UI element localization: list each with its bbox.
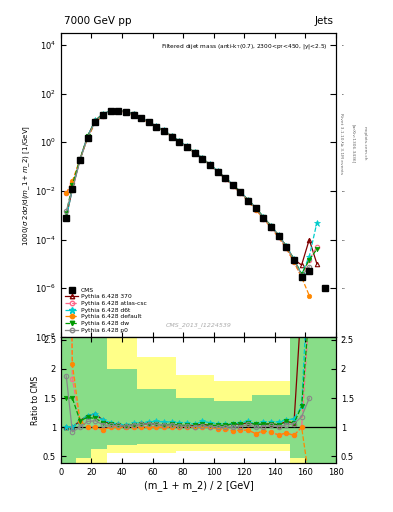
Text: CMS_2013_I1224539: CMS_2013_I1224539 bbox=[165, 322, 231, 328]
Text: Jets: Jets bbox=[314, 16, 333, 26]
Y-axis label: $1000/\sigma\ 2\mathrm{d}\sigma/\mathrm{d}(m\_1 + m\_2)\ [1/\mathrm{GeV}]$: $1000/\sigma\ 2\mathrm{d}\sigma/\mathrm{… bbox=[22, 124, 32, 246]
X-axis label: (m_1 + m_2) / 2 [GeV]: (m_1 + m_2) / 2 [GeV] bbox=[143, 480, 253, 491]
Text: Rivet 3.1.10, ≥ 3.1M events: Rivet 3.1.10, ≥ 3.1M events bbox=[339, 113, 343, 174]
Text: 7000 GeV pp: 7000 GeV pp bbox=[64, 16, 131, 26]
Text: mcplots.cern.ch: mcplots.cern.ch bbox=[362, 126, 366, 161]
Legend: CMS, Pythia 6.428 370, Pythia 6.428 atlas-csc, Pythia 6.428 d6t, Pythia 6.428 de: CMS, Pythia 6.428 370, Pythia 6.428 atla… bbox=[64, 286, 148, 334]
Text: Filtered dijet mass (anti-k$_\mathrm{T}$(0.7), 2300<p$_\mathrm{T}$<450, |y|<2.5): Filtered dijet mass (anti-k$_\mathrm{T}$… bbox=[161, 42, 328, 51]
Text: [arXiv:1306.3436]: [arXiv:1306.3436] bbox=[351, 124, 355, 163]
Y-axis label: Ratio to CMS: Ratio to CMS bbox=[31, 375, 40, 424]
